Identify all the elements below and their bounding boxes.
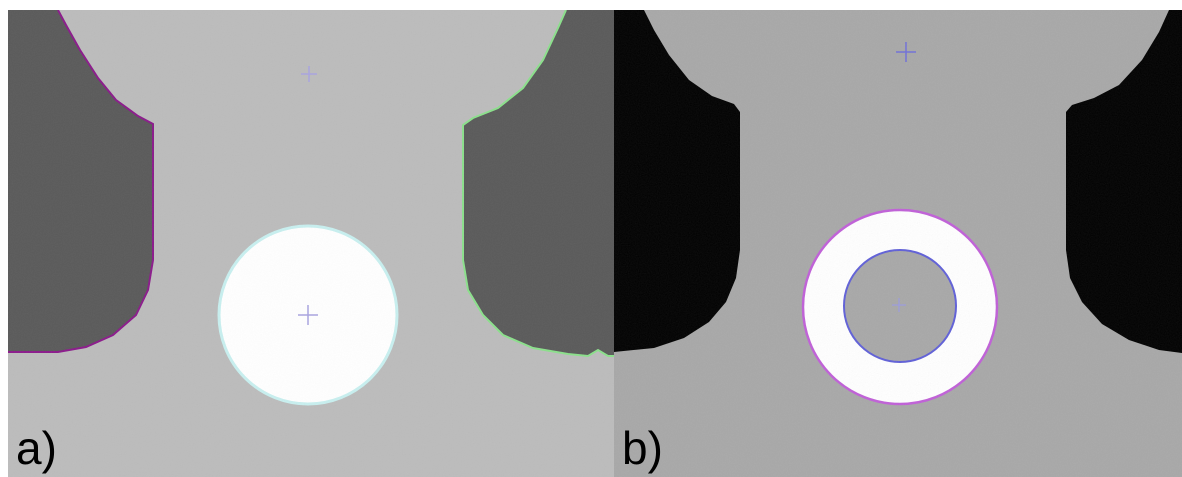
- panel-b-image: [614, 10, 1182, 477]
- panel-b: b): [614, 10, 1182, 477]
- panel-a-image: [8, 10, 614, 477]
- panel-b-label: b): [622, 422, 663, 474]
- panel-a: a): [8, 10, 614, 477]
- panel-a-label: a): [16, 422, 57, 474]
